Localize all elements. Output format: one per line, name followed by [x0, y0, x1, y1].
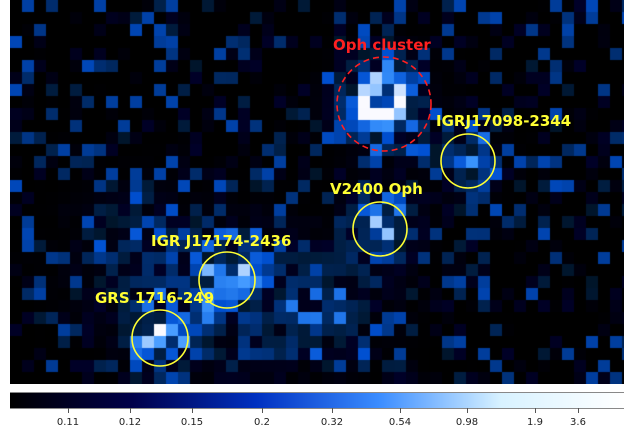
colorbar-tick-label: 0.98 — [455, 417, 479, 428]
colorbar — [10, 392, 624, 409]
colorbar-tick-mark — [578, 408, 579, 413]
colorbar-tick-marks — [10, 408, 624, 414]
oph-cluster-label: Oph cluster — [333, 36, 431, 54]
colorbar-tick-label: 0.11 — [56, 417, 80, 428]
colorbar-tick-mark — [68, 408, 69, 413]
colorbar-tick-label: 0.32 — [320, 417, 344, 428]
v2400-region — [352, 201, 408, 257]
grs1716-label: GRS 1716-249 — [95, 289, 214, 307]
region-overlay: Oph cluster IGRJ17098-2344 V2400 Oph IGR… — [95, 36, 571, 367]
colorbar-tick-label: 0.12 — [118, 417, 142, 428]
v2400-label: V2400 Oph — [330, 180, 423, 198]
colorbar-tick-mark — [262, 408, 263, 413]
igr-j17174-region — [198, 251, 256, 309]
grs1716-region — [131, 309, 189, 367]
colorbar-tick-label: 0.54 — [388, 417, 412, 428]
igr-j17174-label: IGR J17174-2436 — [151, 232, 291, 250]
colorbar-tick-mark — [400, 408, 401, 413]
intensity-map — [10, 0, 624, 384]
colorbar-tick-mark — [332, 408, 333, 413]
colorbar-tick-mark — [535, 408, 536, 413]
colorbar-tick-mark — [130, 408, 131, 413]
igrj17098-region — [440, 133, 496, 189]
colorbar-tick-mark — [192, 408, 193, 413]
sky-image: Oph cluster IGRJ17098-2344 V2400 Oph IGR… — [10, 0, 624, 384]
colorbar-tick-mark — [467, 408, 468, 413]
colorbar-tick-label: 0.15 — [180, 417, 204, 428]
colorbar-tick-label: 0.2 — [254, 417, 270, 428]
colorbar-tick-label: 3.6 — [570, 417, 586, 428]
colorbar-tick-labels: 0.11 0.12 0.15 0.2 0.32 0.54 0.98 1.9 3.6 — [0, 417, 626, 431]
oph-cluster-region — [336, 56, 432, 152]
colorbar-tick-label: 1.9 — [527, 417, 543, 428]
igrj17098-label: IGRJ17098-2344 — [436, 112, 571, 130]
